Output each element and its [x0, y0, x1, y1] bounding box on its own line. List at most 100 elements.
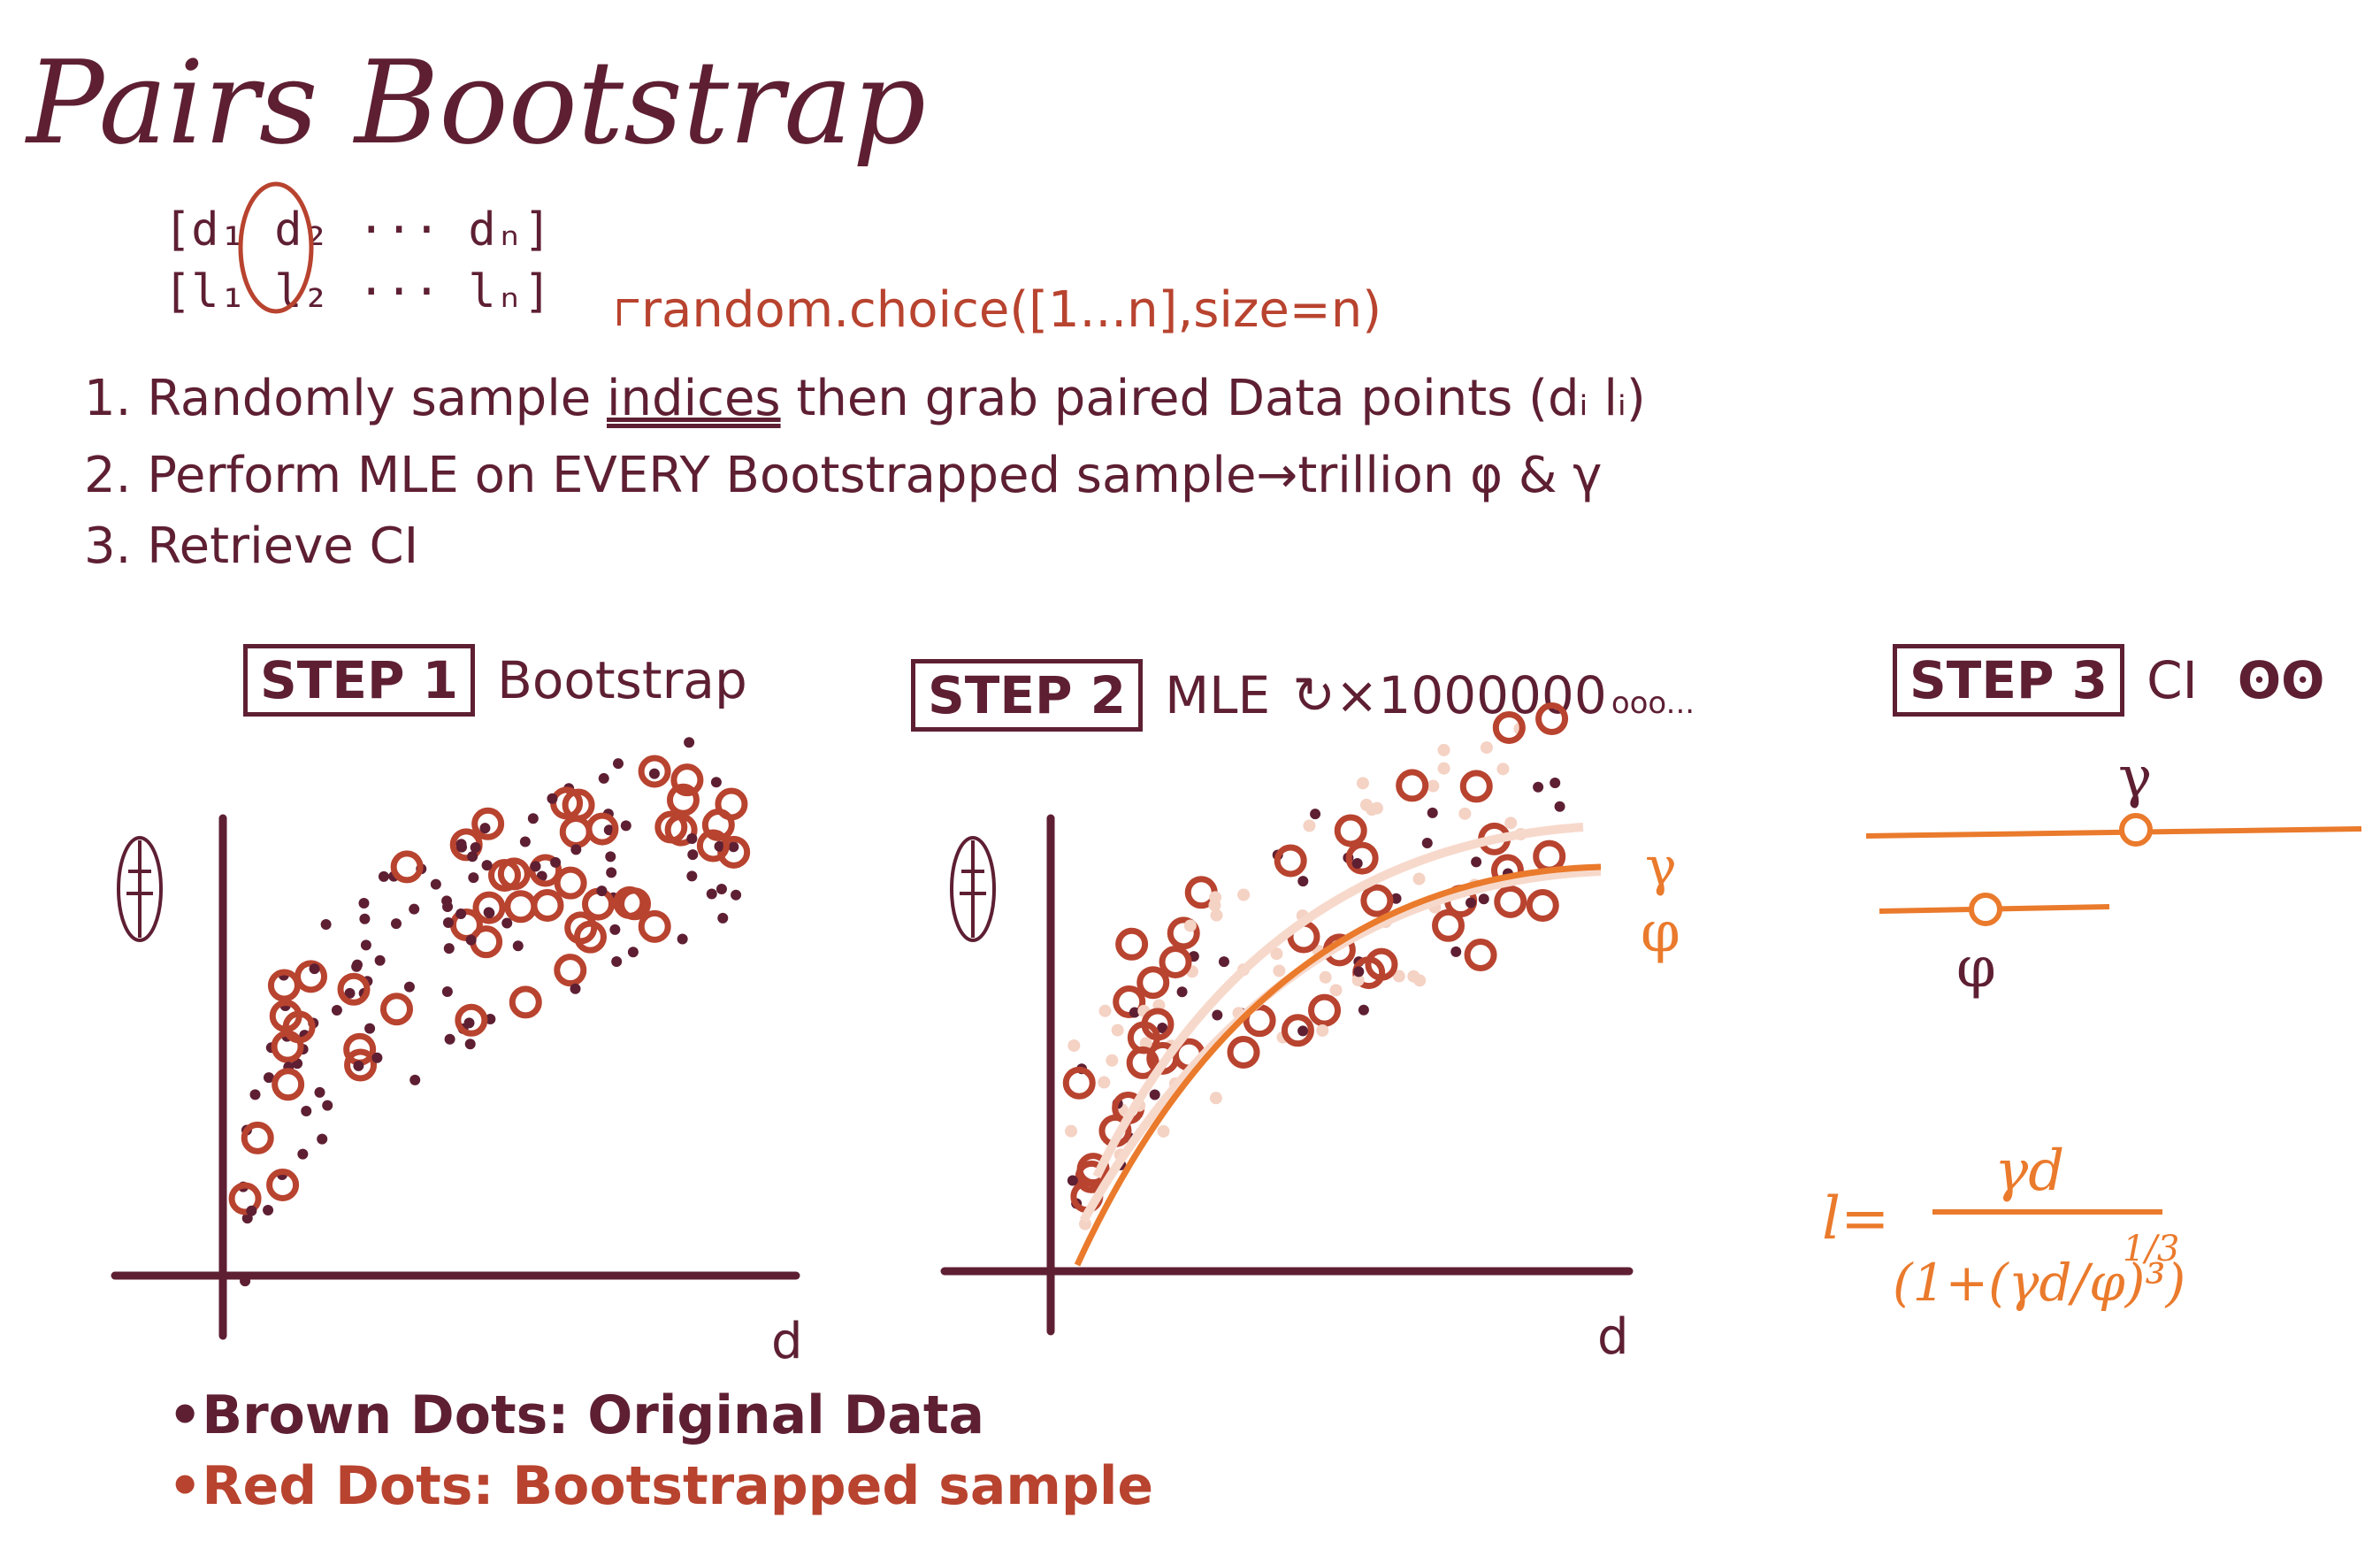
step-1-text-post: then grab paired Data points (dᵢ lᵢ)	[780, 370, 1646, 427]
original-dot	[374, 954, 386, 966]
original-dot	[481, 860, 493, 871]
original-dot	[1310, 809, 1321, 820]
original-dot	[1353, 966, 1365, 978]
pale-dot	[1316, 1024, 1329, 1037]
step3-emoji: ʘʘ	[2237, 650, 2325, 710]
original-dot	[351, 961, 363, 972]
pale-dot	[1356, 777, 1369, 790]
original-dot	[547, 793, 558, 804]
pale-dot	[1273, 964, 1286, 978]
bootstrap-dot	[472, 891, 506, 924]
original-dot	[606, 867, 617, 878]
pale-dot	[1270, 947, 1283, 961]
pale-dot	[1504, 816, 1518, 830]
step-1-emph: indices	[607, 370, 781, 427]
original-dot	[297, 1148, 309, 1160]
original-dot	[409, 903, 420, 915]
ci-point-gamma	[2119, 813, 2153, 847]
original-dot	[620, 820, 631, 832]
original-dot	[1550, 778, 1561, 789]
plot2-d-label: d	[1597, 1308, 1629, 1366]
original-dot	[1149, 1089, 1160, 1100]
pale-dot	[1237, 888, 1251, 901]
original-dot	[465, 934, 477, 946]
pale-dot	[1111, 1024, 1124, 1037]
original-dot	[444, 1033, 455, 1045]
pale-dot	[1210, 908, 1223, 922]
pale-dot	[1098, 1004, 1112, 1017]
pale-dot	[1208, 899, 1221, 912]
bootstrap-dot	[455, 1003, 488, 1037]
bootstrap-dot	[1459, 770, 1493, 803]
bootstrap-dot	[529, 854, 562, 887]
plot2-l-axis-icon	[950, 836, 996, 942]
original-dot	[317, 1133, 328, 1145]
bootstrap-dot	[1396, 769, 1429, 802]
pale-dot	[1183, 919, 1197, 932]
bootstrap-dot	[585, 812, 619, 846]
bootstrap-dot	[379, 993, 413, 1026]
pale-dot	[1106, 1054, 1119, 1067]
step-3-text: Retrieve CI	[147, 518, 419, 575]
original-dot	[322, 1100, 333, 1111]
original-dot	[684, 737, 695, 748]
pale-dot	[1392, 970, 1405, 983]
bootstrap-dot	[1146, 1041, 1180, 1075]
step1-label: Bootstrap	[497, 650, 747, 710]
bootstrap-dot	[1432, 908, 1465, 942]
original-dot	[1465, 897, 1477, 908]
legend-bootstrap-bullet: •	[168, 1455, 203, 1517]
bootstrap-dot	[1136, 966, 1170, 1000]
original-dot	[1478, 893, 1489, 905]
original-dot	[1218, 956, 1229, 968]
original-dot	[390, 918, 402, 930]
pale-dot	[1329, 984, 1343, 997]
ci-gamma-label: γ	[2118, 745, 2152, 810]
bootstrap-dot	[488, 859, 522, 893]
step-line-1: 1. Randomly sample indices then grab pai…	[84, 370, 1646, 427]
original-dot	[1067, 1175, 1078, 1186]
original-dot	[314, 1086, 325, 1098]
curve-gamma-label: γ	[1645, 836, 1677, 898]
bootstrap-dot	[1281, 1014, 1314, 1047]
original-dot	[240, 1276, 251, 1287]
legend-bootstrap: •Red Dots: Bootstrapped sample	[168, 1455, 1153, 1517]
original-dot	[550, 856, 562, 868]
step1-box: STEP 1	[243, 644, 476, 717]
bootstrap-dot	[1535, 702, 1569, 736]
pale-dot	[1496, 763, 1510, 776]
pale-dot	[1359, 798, 1373, 811]
step-2-text: Perform MLE on EVERY Bootstrapped sample…	[147, 447, 1603, 504]
original-dot	[344, 987, 356, 999]
legend-original-text: Brown Dots: Original Data	[202, 1384, 985, 1446]
original-dot	[612, 758, 624, 770]
original-dot	[263, 1204, 274, 1215]
bootstrap-dot	[1334, 814, 1367, 847]
bootstrap-dot	[1526, 888, 1559, 922]
bootstrap-dot	[1308, 993, 1342, 1027]
bootstrap-dot	[266, 1168, 300, 1201]
original-dot	[441, 985, 453, 997]
original-dot	[331, 1004, 342, 1016]
original-dot	[485, 1013, 496, 1024]
step2-box: STEP 2	[911, 659, 1144, 732]
step-1-text-pre: Randomly sample	[147, 370, 607, 427]
matrix-row-d: [d₁ d₂ ··· dₙ]	[164, 203, 552, 257]
original-dot	[249, 1089, 261, 1100]
step-line-3: 3. Retrieve CI	[84, 518, 418, 575]
original-dot	[648, 768, 660, 779]
step2-label: MLE	[1165, 665, 1271, 725]
original-dot	[470, 842, 481, 854]
original-dot	[686, 870, 698, 882]
bootstrap-dot	[531, 888, 564, 922]
step1-header: STEP 1 Bootstrap	[243, 644, 747, 717]
original-dot	[1157, 1023, 1168, 1034]
original-dot	[1358, 1004, 1369, 1016]
original-dot	[263, 1072, 274, 1084]
original-dot	[464, 1039, 476, 1050]
legend-bootstrap-text: Red Dots: Bootstrapped sample	[202, 1455, 1154, 1517]
step2-tail: ooo...	[1611, 686, 1695, 721]
bootstrap-dot	[613, 886, 647, 919]
original-dot	[371, 1052, 383, 1063]
original-dot	[1176, 986, 1188, 998]
